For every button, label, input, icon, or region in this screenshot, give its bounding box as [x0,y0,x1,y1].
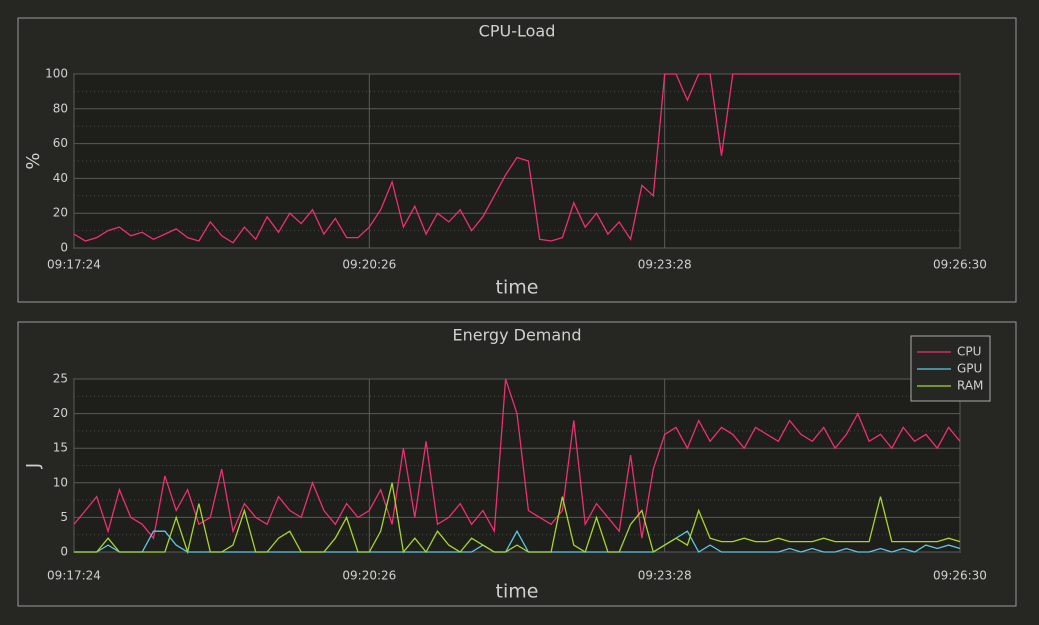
y-tick-label: 20 [53,406,68,420]
x-tick-label: 09:17:24 [47,258,101,272]
plot-area [73,378,961,553]
y-tick-label: 0 [60,241,68,255]
x-tick-label: 09:26:30 [933,258,987,272]
legend-label: CPU [957,345,981,359]
x-axis-label: time [496,277,539,299]
panel [17,321,1017,607]
y-tick-label: 15 [53,441,68,455]
x-axis-label: time [496,581,539,603]
x-tick-label: 09:17:24 [47,569,101,583]
y-tick-label: 60 [53,136,68,150]
panel [17,17,1017,303]
y-tick-label: 100 [45,67,68,81]
y-tick-label: 10 [53,475,68,489]
y-axis-label: % [23,152,44,169]
y-tick-label: 40 [53,171,68,185]
x-tick-label: 09:20:26 [342,258,396,272]
line [73,73,960,244]
y-tick-label: 0 [60,545,68,559]
y-tick-label: 5 [60,510,68,524]
x-tick-label: 09:23:28 [638,569,692,583]
y-tick-label: 20 [53,206,68,220]
legend-label: GPU [957,362,982,376]
x-tick-label: 09:26:30 [933,569,987,583]
legend-label: RAM [957,379,983,393]
chart-title: Energy Demand [453,326,582,345]
line [74,482,961,555]
y-tick-label: 80 [53,101,68,115]
chart-title: CPU-Load [479,22,556,41]
x-tick-label: 09:20:26 [342,569,396,583]
y-axis-label: J [23,463,44,469]
line [73,378,961,540]
y-tick-label: 25 [53,372,68,386]
x-tick-label: 09:23:28 [638,258,692,272]
